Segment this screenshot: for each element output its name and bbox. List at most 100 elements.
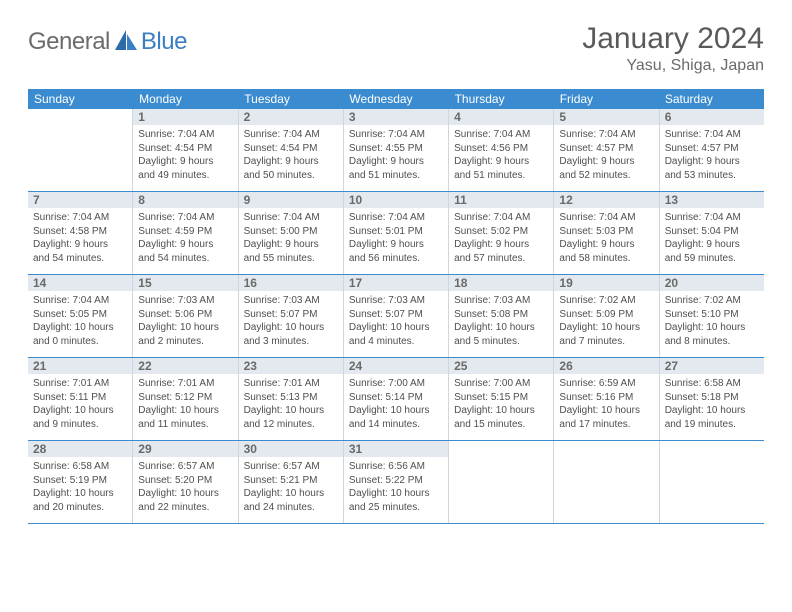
brand-part2: Blue <box>141 28 187 56</box>
sunrise-line: Sunrise: 7:04 AM <box>138 128 232 142</box>
sunset-line: Sunset: 5:01 PM <box>349 225 443 239</box>
month-title: January 2024 <box>582 22 764 56</box>
day-cell: 31Sunrise: 6:56 AMSunset: 5:22 PMDayligh… <box>343 441 448 523</box>
day-cell: 23Sunrise: 7:01 AMSunset: 5:13 PMDayligh… <box>238 358 343 440</box>
day-number: 19 <box>554 275 658 291</box>
day-cell: 8Sunrise: 7:04 AMSunset: 4:59 PMDaylight… <box>132 192 237 274</box>
daylight-line: and 9 minutes. <box>33 418 127 432</box>
sunrise-line: Sunrise: 7:03 AM <box>244 294 338 308</box>
daylight-line: Daylight: 10 hours <box>665 321 759 335</box>
daylight-line: Daylight: 9 hours <box>349 238 443 252</box>
sunrise-line: Sunrise: 7:03 AM <box>454 294 548 308</box>
day-cell: . <box>659 441 764 523</box>
daylight-line: Daylight: 9 hours <box>665 155 759 169</box>
day-cell: 9Sunrise: 7:04 AMSunset: 5:00 PMDaylight… <box>238 192 343 274</box>
day-cell: 22Sunrise: 7:01 AMSunset: 5:12 PMDayligh… <box>132 358 237 440</box>
daylight-line: and 19 minutes. <box>665 418 759 432</box>
sunrise-line: Sunrise: 7:04 AM <box>349 128 443 142</box>
day-number: 18 <box>449 275 553 291</box>
daylight-line: Daylight: 10 hours <box>244 321 338 335</box>
sunrise-line: Sunrise: 6:56 AM <box>349 460 443 474</box>
sunset-line: Sunset: 5:06 PM <box>138 308 232 322</box>
day-number: 30 <box>239 441 343 457</box>
sunset-line: Sunset: 5:20 PM <box>138 474 232 488</box>
daylight-line: Daylight: 10 hours <box>138 321 232 335</box>
daylight-line: Daylight: 9 hours <box>244 155 338 169</box>
daylight-line: Daylight: 9 hours <box>665 238 759 252</box>
sunrise-line: Sunrise: 6:58 AM <box>33 460 127 474</box>
day-number: 17 <box>344 275 448 291</box>
sunset-line: Sunset: 5:11 PM <box>33 391 127 405</box>
sunrise-line: Sunrise: 7:04 AM <box>665 128 759 142</box>
daylight-line: and 25 minutes. <box>349 501 443 515</box>
sunrise-line: Sunrise: 7:01 AM <box>33 377 127 391</box>
week-row: 7Sunrise: 7:04 AMSunset: 4:58 PMDaylight… <box>28 192 764 275</box>
day-cell: 30Sunrise: 6:57 AMSunset: 5:21 PMDayligh… <box>238 441 343 523</box>
daylight-line: Daylight: 10 hours <box>33 404 127 418</box>
day-number: 2 <box>239 109 343 125</box>
sunrise-line: Sunrise: 7:01 AM <box>244 377 338 391</box>
daylight-line: and 8 minutes. <box>665 335 759 349</box>
sunrise-line: Sunrise: 7:04 AM <box>138 211 232 225</box>
sunset-line: Sunset: 5:13 PM <box>244 391 338 405</box>
header: General Blue January 2024 Yasu, Shiga, J… <box>28 22 764 75</box>
daylight-line: and 5 minutes. <box>454 335 548 349</box>
daylight-line: Daylight: 9 hours <box>559 238 653 252</box>
day-cell: . <box>448 441 553 523</box>
day-cell: 25Sunrise: 7:00 AMSunset: 5:15 PMDayligh… <box>448 358 553 440</box>
day-number: 27 <box>660 358 764 374</box>
sunrise-line: Sunrise: 7:04 AM <box>559 128 653 142</box>
day-cell: 11Sunrise: 7:04 AMSunset: 5:02 PMDayligh… <box>448 192 553 274</box>
daylight-line: and 56 minutes. <box>349 252 443 266</box>
daylight-line: and 51 minutes. <box>349 169 443 183</box>
day-cell: 19Sunrise: 7:02 AMSunset: 5:09 PMDayligh… <box>553 275 658 357</box>
sunset-line: Sunset: 5:16 PM <box>559 391 653 405</box>
sunrise-line: Sunrise: 7:02 AM <box>665 294 759 308</box>
sunset-line: Sunset: 5:18 PM <box>665 391 759 405</box>
day-number: 25 <box>449 358 553 374</box>
sunset-line: Sunset: 4:57 PM <box>665 142 759 156</box>
day-cell: 14Sunrise: 7:04 AMSunset: 5:05 PMDayligh… <box>28 275 132 357</box>
day-cell: 24Sunrise: 7:00 AMSunset: 5:14 PMDayligh… <box>343 358 448 440</box>
day-cell: 10Sunrise: 7:04 AMSunset: 5:01 PMDayligh… <box>343 192 448 274</box>
sunset-line: Sunset: 5:10 PM <box>665 308 759 322</box>
dow-cell: Saturday <box>659 89 764 109</box>
daylight-line: Daylight: 10 hours <box>244 487 338 501</box>
sunrise-line: Sunrise: 7:04 AM <box>559 211 653 225</box>
day-number: 22 <box>133 358 237 374</box>
sunset-line: Sunset: 5:07 PM <box>244 308 338 322</box>
brand-part1: General <box>28 28 110 56</box>
sunrise-line: Sunrise: 7:04 AM <box>33 211 127 225</box>
sunset-line: Sunset: 5:04 PM <box>665 225 759 239</box>
sunset-line: Sunset: 5:15 PM <box>454 391 548 405</box>
day-cell: 16Sunrise: 7:03 AMSunset: 5:07 PMDayligh… <box>238 275 343 357</box>
dow-cell: Wednesday <box>343 89 448 109</box>
daylight-line: and 14 minutes. <box>349 418 443 432</box>
day-cell: 12Sunrise: 7:04 AMSunset: 5:03 PMDayligh… <box>553 192 658 274</box>
day-cell: 17Sunrise: 7:03 AMSunset: 5:07 PMDayligh… <box>343 275 448 357</box>
daylight-line: and 57 minutes. <box>454 252 548 266</box>
daylight-line: and 12 minutes. <box>244 418 338 432</box>
daylight-line: Daylight: 10 hours <box>454 404 548 418</box>
daylight-line: and 20 minutes. <box>33 501 127 515</box>
sunrise-line: Sunrise: 7:04 AM <box>244 211 338 225</box>
week-row: 28Sunrise: 6:58 AMSunset: 5:19 PMDayligh… <box>28 441 764 524</box>
sunset-line: Sunset: 5:09 PM <box>559 308 653 322</box>
dow-cell: Monday <box>133 89 238 109</box>
sunset-line: Sunset: 5:19 PM <box>33 474 127 488</box>
daylight-line: and 17 minutes. <box>559 418 653 432</box>
daylight-line: and 54 minutes. <box>33 252 127 266</box>
day-number: 12 <box>554 192 658 208</box>
sunset-line: Sunset: 4:57 PM <box>559 142 653 156</box>
daylight-line: and 7 minutes. <box>559 335 653 349</box>
sunrise-line: Sunrise: 7:01 AM <box>138 377 232 391</box>
day-cell: . <box>553 441 658 523</box>
daylight-line: Daylight: 9 hours <box>454 238 548 252</box>
daylight-line: and 0 minutes. <box>33 335 127 349</box>
daylight-line: Daylight: 10 hours <box>349 321 443 335</box>
sunset-line: Sunset: 5:12 PM <box>138 391 232 405</box>
sunset-line: Sunset: 5:02 PM <box>454 225 548 239</box>
sunrise-line: Sunrise: 7:04 AM <box>454 128 548 142</box>
daylight-line: Daylight: 9 hours <box>138 155 232 169</box>
sunrise-line: Sunrise: 6:57 AM <box>244 460 338 474</box>
